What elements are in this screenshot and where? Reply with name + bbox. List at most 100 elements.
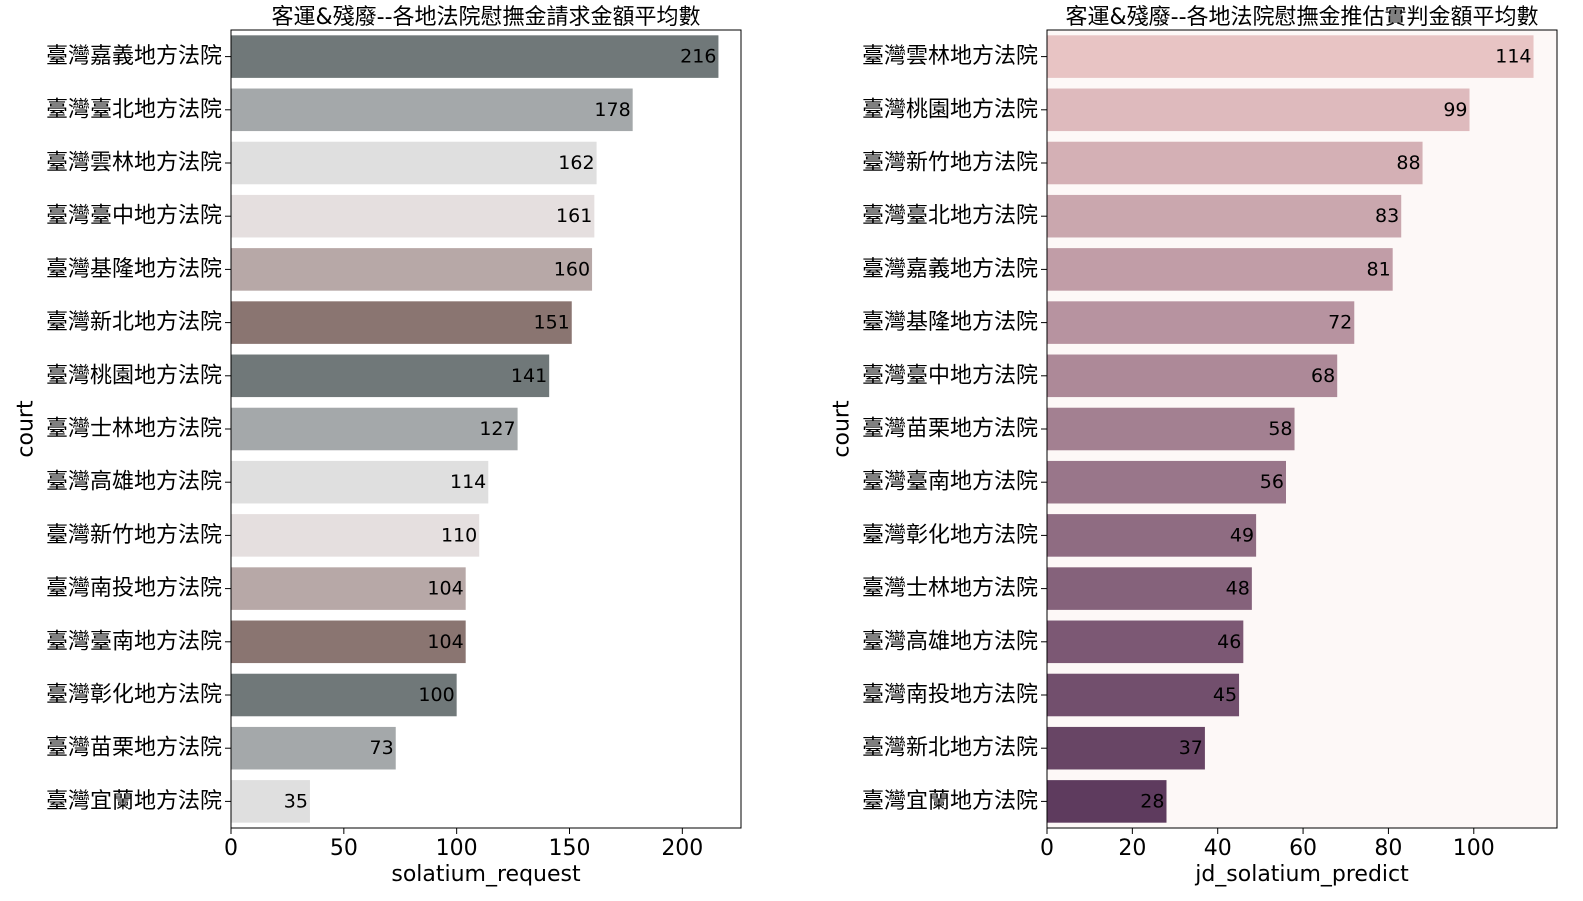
bar-臺灣新竹地方法院 (1047, 141, 1423, 185)
bar-臺灣嘉義地方法院 (1047, 248, 1393, 291)
bar-臺灣士林地方法院 (1047, 567, 1252, 610)
value-label-臺灣雲林地方法院: 162 (558, 152, 594, 174)
right-y-axis-label: court (830, 400, 855, 458)
left-plot-frame (230, 29, 742, 829)
y-tick-label-臺灣高雄地方法院: 臺灣高雄地方法院 (862, 629, 1038, 654)
x-tick-label-60: 60 (1289, 836, 1317, 861)
value-label-臺灣嘉義地方法院: 216 (680, 46, 716, 68)
left-value-labels-group: 216 178 162 161 160 151 141 127 114 110 104 104 100 7… (284, 46, 717, 813)
right-chart-title: 客運&殘廢--各地法院慰撫金推估實判金額平均數 (1065, 5, 1538, 30)
right-plot-frame (1046, 29, 1558, 829)
bar-臺灣士林地方法院 (231, 407, 518, 451)
bar-臺灣臺南地方法院 (1047, 460, 1286, 504)
x-tick-label-20: 20 (1118, 836, 1146, 861)
y-tick-label-臺灣臺北地方法院: 臺灣臺北地方法院 (46, 97, 222, 122)
y-tick-label-臺灣臺南地方法院: 臺灣臺南地方法院 (862, 470, 1038, 495)
y-tick-label-臺灣新竹地方法院: 臺灣新竹地方法院 (862, 151, 1038, 176)
value-label-臺灣宜蘭地方法院: 35 (284, 790, 308, 812)
bar-臺灣苗栗地方法院 (1047, 407, 1295, 451)
value-label-臺灣南投地方法院: 45 (1213, 684, 1237, 706)
y-tick-label-臺灣基隆地方法院: 臺灣基隆地方法院 (46, 257, 222, 282)
x-tick-label-0: 0 (224, 836, 238, 861)
bar-臺灣臺北地方法院 (231, 88, 633, 132)
value-label-臺灣高雄地方法院: 114 (450, 471, 486, 493)
bar-臺灣桃園地方法院 (1047, 88, 1470, 132)
bar-臺灣彰化地方法院 (1047, 514, 1257, 557)
left-bars-group (231, 35, 719, 823)
bar-臺灣臺北地方法院 (1047, 194, 1402, 238)
x-tick-label-0: 0 (1040, 836, 1054, 861)
value-label-臺灣臺中地方法院: 68 (1311, 365, 1335, 387)
right-x-ticks-group: 0 20 40 60 80 100 (1040, 828, 1495, 861)
bar-臺灣雲林地方法院 (231, 141, 597, 185)
right-x-axis-label: jd_solatium_predict (1194, 862, 1409, 887)
left-x-ticks-group: 0 50 100 150 200 (224, 828, 703, 861)
y-tick-label-臺灣彰化地方法院: 臺灣彰化地方法院 (862, 523, 1038, 548)
bar-臺灣新北地方法院 (1047, 726, 1205, 770)
bar-臺灣基隆地方法院 (1047, 301, 1355, 344)
value-label-臺灣彰化地方法院: 100 (418, 684, 454, 706)
y-tick-label-臺灣苗栗地方法院: 臺灣苗栗地方法院 (46, 736, 222, 761)
y-tick-label-臺灣新竹地方法院: 臺灣新竹地方法院 (46, 523, 222, 548)
y-tick-label-臺灣新北地方法院: 臺灣新北地方法院 (862, 736, 1038, 761)
value-label-臺灣基隆地方法院: 160 (554, 258, 590, 280)
value-label-臺灣臺南地方法院: 56 (1260, 471, 1284, 493)
value-label-臺灣臺南地方法院: 104 (427, 631, 463, 653)
y-tick-label-臺灣南投地方法院: 臺灣南投地方法院 (862, 683, 1038, 708)
y-tick-label-臺灣彰化地方法院: 臺灣彰化地方法院 (46, 683, 222, 708)
bar-臺灣南投地方法院 (1047, 673, 1240, 717)
bar-臺灣臺南地方法院 (231, 620, 466, 664)
bar-臺灣宜蘭地方法院 (1047, 780, 1167, 823)
y-tick-label-臺灣基隆地方法院: 臺灣基隆地方法院 (862, 310, 1038, 335)
right-bars-group (1047, 35, 1534, 823)
x-tick-label-80: 80 (1374, 836, 1402, 861)
value-label-臺灣桃園地方法院: 141 (511, 365, 547, 387)
y-tick-label-臺灣宜蘭地方法院: 臺灣宜蘭地方法院 (862, 789, 1038, 814)
bar-臺灣基隆地方法院 (231, 248, 593, 291)
left-chart-panel: 216 178 162 161 160 151 141 127 114 110 104 104 100 7… (14, 5, 742, 887)
bar-臺灣臺中地方法院 (1047, 354, 1338, 398)
y-tick-label-臺灣臺中地方法院: 臺灣臺中地方法院 (862, 363, 1038, 388)
bar-臺灣苗栗地方法院 (231, 726, 396, 770)
bar-臺灣高雄地方法院 (231, 460, 489, 504)
y-tick-label-臺灣桃園地方法院: 臺灣桃園地方法院 (862, 97, 1038, 122)
x-tick-label-150: 150 (548, 836, 590, 861)
y-tick-label-臺灣雲林地方法院: 臺灣雲林地方法院 (46, 151, 222, 176)
value-label-臺灣宜蘭地方法院: 28 (1140, 790, 1164, 812)
left-chart-title: 客運&殘廢--各地法院慰撫金請求金額平均數 (271, 5, 700, 30)
value-label-臺灣新北地方法院: 37 (1179, 737, 1203, 759)
bar-臺灣臺中地方法院 (231, 194, 595, 238)
bar-臺灣桃園地方法院 (231, 354, 550, 398)
bar-臺灣南投地方法院 (231, 567, 466, 610)
value-label-臺灣臺中地方法院: 161 (556, 205, 592, 227)
y-tick-label-臺灣桃園地方法院: 臺灣桃園地方法院 (46, 363, 222, 388)
value-label-臺灣桃園地方法院: 99 (1443, 99, 1467, 121)
y-tick-label-臺灣南投地方法院: 臺灣南投地方法院 (46, 576, 222, 601)
value-label-臺灣新北地方法院: 151 (533, 312, 569, 334)
bar-臺灣新北地方法院 (231, 301, 572, 344)
x-tick-label-100: 100 (436, 836, 478, 861)
left-y-tick-labels-group: 臺灣嘉義地方法院臺灣臺北地方法院臺灣雲林地方法院臺灣臺中地方法院臺灣基隆地方法院… (46, 44, 231, 814)
bar-臺灣嘉義地方法院 (231, 35, 719, 78)
value-label-臺灣臺北地方法院: 178 (594, 99, 630, 121)
y-tick-label-臺灣臺北地方法院: 臺灣臺北地方法院 (862, 204, 1038, 229)
value-label-臺灣高雄地方法院: 46 (1217, 631, 1241, 653)
bar-臺灣彰化地方法院 (231, 673, 457, 717)
value-label-臺灣臺北地方法院: 83 (1375, 205, 1399, 227)
y-tick-label-臺灣臺中地方法院: 臺灣臺中地方法院 (46, 204, 222, 229)
value-label-臺灣雲林地方法院: 114 (1495, 46, 1531, 68)
y-tick-label-臺灣苗栗地方法院: 臺灣苗栗地方法院 (862, 417, 1038, 442)
left-x-axis-label: solatium_request (391, 862, 581, 887)
y-tick-label-臺灣新北地方法院: 臺灣新北地方法院 (46, 310, 222, 335)
x-tick-label-100: 100 (1453, 836, 1495, 861)
y-tick-label-臺灣宜蘭地方法院: 臺灣宜蘭地方法院 (46, 789, 222, 814)
left-y-axis-label: court (14, 400, 39, 458)
value-label-臺灣基隆地方法院: 72 (1328, 312, 1352, 334)
y-tick-label-臺灣雲林地方法院: 臺灣雲林地方法院 (862, 44, 1038, 69)
bar-臺灣高雄地方法院 (1047, 620, 1244, 664)
y-tick-label-臺灣高雄地方法院: 臺灣高雄地方法院 (46, 470, 222, 495)
value-label-臺灣新竹地方法院: 110 (441, 524, 477, 546)
right-y-tick-labels-group: 臺灣雲林地方法院臺灣桃園地方法院臺灣新竹地方法院臺灣臺北地方法院臺灣嘉義地方法院… (862, 44, 1047, 814)
x-tick-label-200: 200 (661, 836, 703, 861)
y-tick-label-臺灣嘉義地方法院: 臺灣嘉義地方法院 (862, 257, 1038, 282)
